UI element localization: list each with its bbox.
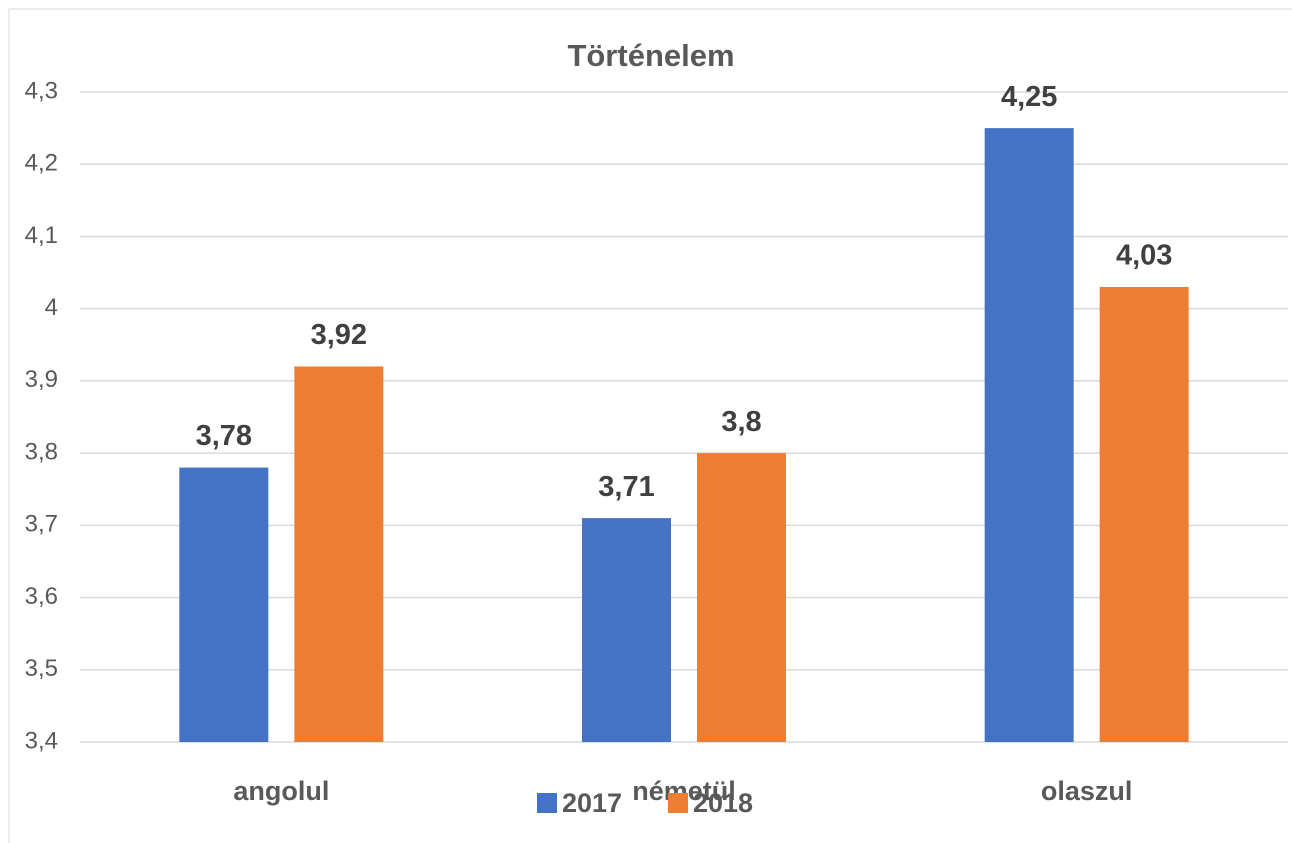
- bar: [984, 128, 1074, 743]
- bar: [1099, 287, 1189, 742]
- y-tick-label: 3,5: [25, 655, 58, 682]
- value-label: 4,03: [1116, 240, 1172, 272]
- legend-swatch: [537, 793, 557, 813]
- legend-label: 2017: [562, 788, 622, 818]
- y-tick-label: 3,8: [25, 438, 58, 465]
- y-tick-label: 3,6: [25, 583, 58, 610]
- bar: [697, 453, 786, 742]
- y-tick-label: 4,1: [25, 222, 58, 249]
- y-tick-label: 4,3: [25, 77, 58, 104]
- legend-label: 2018: [693, 788, 753, 818]
- value-label: 4,25: [1001, 81, 1057, 113]
- chart-title: Történelem: [567, 38, 734, 73]
- bar: [582, 518, 671, 742]
- value-label: 3,8: [721, 406, 761, 438]
- bar: [294, 366, 384, 742]
- y-tick-label: 3,4: [25, 727, 58, 754]
- bar: [179, 467, 269, 742]
- value-label: 3,78: [196, 420, 252, 452]
- x-tick-label: angolul: [233, 776, 329, 806]
- chart-frame: [8, 8, 1292, 843]
- value-label: 3,92: [311, 319, 367, 351]
- legend-swatch: [668, 793, 688, 813]
- y-tick-label: 4,2: [25, 150, 58, 177]
- y-tick-label: 3,7: [25, 511, 58, 538]
- y-tick-label: 4: [45, 294, 58, 321]
- y-tick-label: 3,9: [25, 366, 58, 393]
- value-label: 3,71: [598, 471, 654, 503]
- x-tick-label: olaszul: [1041, 776, 1133, 806]
